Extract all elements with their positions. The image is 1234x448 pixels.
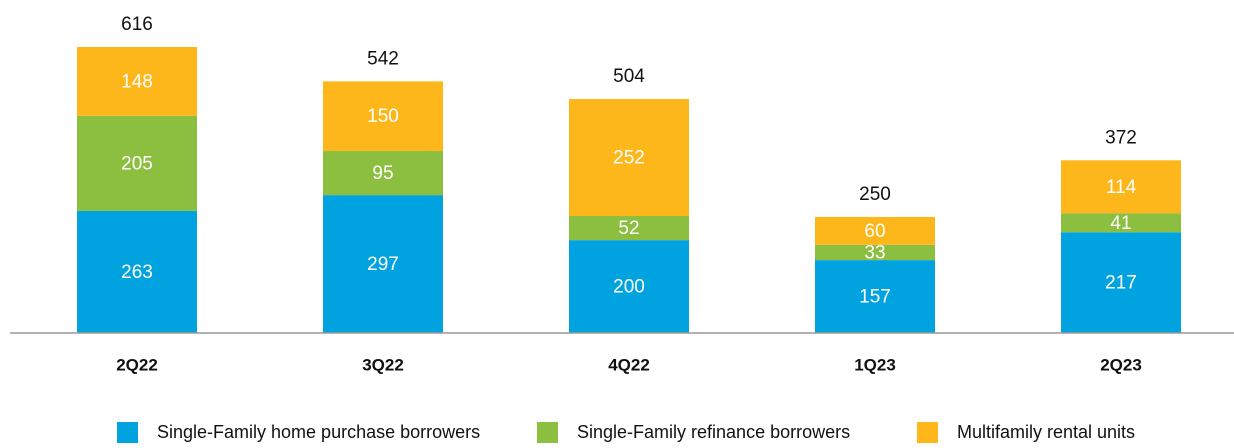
bar-segment [1061, 232, 1181, 333]
x-tick-label: 1Q23 [854, 355, 896, 374]
total-label: 372 [1105, 127, 1137, 148]
segment-label: 252 [613, 148, 645, 169]
bar-segment [77, 115, 197, 211]
bar-segment [77, 47, 197, 116]
segment-label: 205 [121, 153, 153, 174]
bar-segment [1061, 213, 1181, 233]
x-tick-label: 2Q22 [116, 355, 158, 374]
total-label: 250 [859, 184, 891, 205]
x-tick-label: 4Q22 [608, 355, 650, 374]
segment-label: 263 [121, 262, 153, 283]
segment-label: 41 [1110, 213, 1131, 234]
bar-segment [815, 260, 935, 333]
segment-label: 52 [618, 218, 639, 239]
segment-label: 33 [864, 242, 885, 263]
legend-swatch [917, 422, 938, 443]
bar-segment [1061, 160, 1181, 214]
bar-segment [323, 151, 443, 196]
bar-segment [323, 195, 443, 333]
bar-segment [569, 99, 689, 217]
legend-label: Single-Family refinance borrowers [577, 422, 850, 442]
segment-label: 157 [859, 287, 891, 308]
legend-swatch [117, 422, 138, 443]
segment-label: 60 [864, 221, 885, 242]
segment-label: 217 [1105, 273, 1137, 294]
segment-label: 148 [121, 71, 153, 92]
total-label: 616 [121, 14, 153, 35]
bar-segment [77, 210, 197, 333]
legend-label: Single-Family home purchase borrowers [157, 422, 480, 442]
segment-label: 150 [367, 106, 399, 127]
segment-label: 297 [367, 254, 399, 275]
bar-segment [569, 216, 689, 241]
segment-label: 200 [613, 277, 645, 298]
bar-segment [323, 81, 443, 152]
legend-label: Multifamily rental units [957, 422, 1135, 442]
segment-label: 95 [372, 163, 393, 184]
bar-segment [815, 216, 935, 245]
x-tick-label: 3Q22 [362, 355, 404, 374]
x-tick-label: 2Q23 [1100, 355, 1142, 374]
legend-swatch [537, 422, 558, 443]
bar-segment [569, 240, 689, 333]
total-label: 504 [613, 66, 645, 87]
total-label: 542 [367, 48, 399, 69]
segment-label: 114 [1106, 177, 1137, 198]
bar-segment [815, 244, 935, 261]
